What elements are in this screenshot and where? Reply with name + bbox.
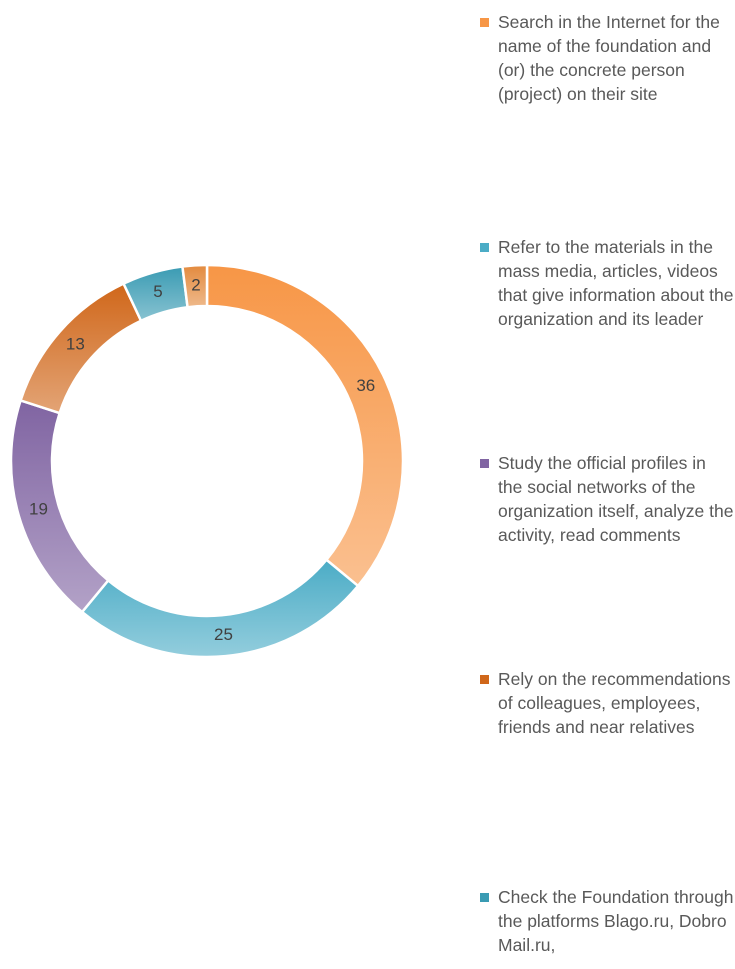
donut-segment <box>181 263 209 309</box>
data-label: 2 <box>191 275 200 294</box>
legend-swatch <box>480 459 489 468</box>
data-label: 25 <box>214 625 233 644</box>
legend-item: Search in the Internet for the name of t… <box>480 10 735 106</box>
chart: 36 25 19 13 5 2 <box>9 263 405 659</box>
data-label: 19 <box>29 499 48 518</box>
legend-item: Study the official profiles in the socia… <box>480 451 735 547</box>
data-label: 36 <box>356 376 375 395</box>
legend-label: Check the Foundation through the platfor… <box>498 887 734 955</box>
legend-label: Refer to the materials in the mass media… <box>498 237 734 329</box>
legend-swatch <box>480 18 489 27</box>
legend-swatch <box>480 243 489 252</box>
data-label: 13 <box>66 334 85 353</box>
data-label: 5 <box>153 282 162 301</box>
legend-label: Rely on the recommendations of colleague… <box>498 669 731 737</box>
legend-swatch <box>480 893 489 902</box>
legend-label: Study the official profiles in the socia… <box>498 453 734 545</box>
legend-item: Refer to the materials in the mass media… <box>480 235 735 331</box>
legend-swatch <box>480 675 489 684</box>
legend-item: Check the Foundation through the platfor… <box>480 885 735 957</box>
legend-label: Search in the Internet for the name of t… <box>498 12 720 104</box>
donut-segment <box>205 263 405 588</box>
legend-item: Rely on the recommendations of colleague… <box>480 667 735 739</box>
donut-segment <box>9 398 110 614</box>
